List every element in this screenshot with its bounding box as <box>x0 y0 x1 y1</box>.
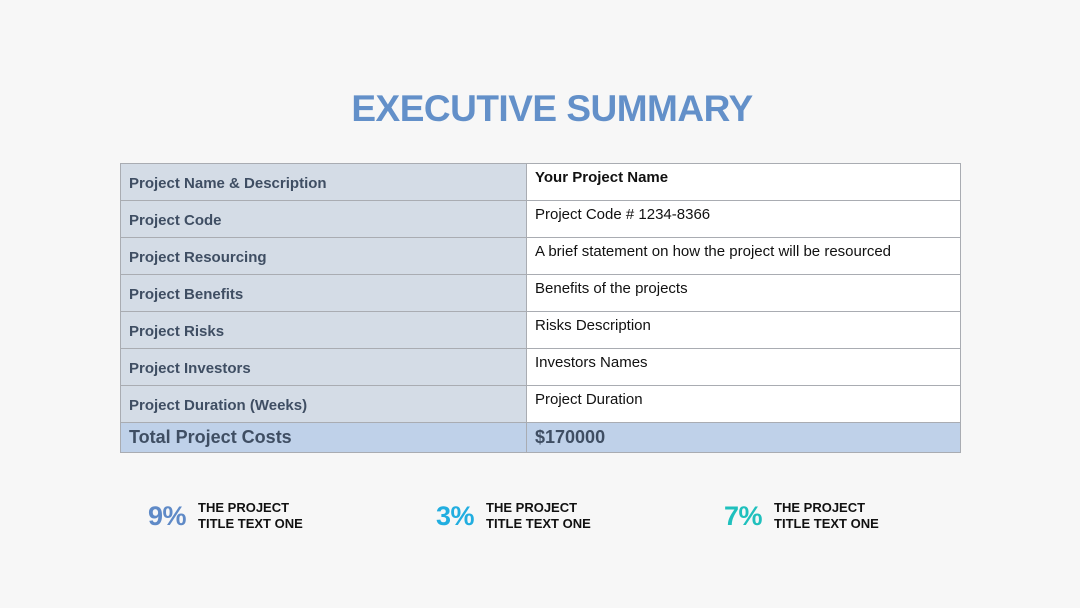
summary-table: Project Name & Description Your Project … <box>120 163 961 453</box>
row-value: A brief statement on how the project wil… <box>526 237 961 275</box>
table-row: Project Resourcing A brief statement on … <box>120 237 961 275</box>
row-value: Project Code # 1234-8366 <box>526 200 961 238</box>
row-value: Risks Description <box>526 311 961 349</box>
stat-percent: 3% <box>436 500 475 531</box>
row-label: Project Investors <box>120 348 527 386</box>
stat-text: THE PROJECT TITLE TEXT ONE <box>486 500 591 531</box>
row-value: Project Duration <box>526 385 961 423</box>
table-row: Project Code Project Code # 1234-8366 <box>120 200 961 238</box>
stat-percent: 7% <box>724 500 763 531</box>
table-row: Project Name & Description Your Project … <box>120 163 961 201</box>
row-label: Project Code <box>120 200 527 238</box>
total-label: Total Project Costs <box>120 422 527 453</box>
row-label: Project Benefits <box>120 274 527 312</box>
row-value: Investors Names <box>526 348 961 386</box>
table-row: Project Benefits Benefits of the project… <box>120 274 961 312</box>
total-row: Total Project Costs $170000 <box>120 422 961 453</box>
total-value: $170000 <box>526 422 961 453</box>
table-row: Project Risks Risks Description <box>120 311 961 349</box>
row-label: Project Resourcing <box>120 237 527 275</box>
row-label: Project Duration (Weeks) <box>120 385 527 423</box>
stat-item: 7% THE PROJECT TITLE TEXT ONE <box>724 500 894 532</box>
stat-text: THE PROJECT TITLE TEXT ONE <box>198 500 303 531</box>
row-value: Benefits of the projects <box>526 274 961 312</box>
row-label: Project Risks <box>120 311 527 349</box>
table-row: Project Investors Investors Names <box>120 348 961 386</box>
row-label: Project Name & Description <box>120 163 527 201</box>
table-row: Project Duration (Weeks) Project Duratio… <box>120 385 961 423</box>
stat-item: 9% THE PROJECT TITLE TEXT ONE <box>148 500 318 532</box>
stat-item: 3% THE PROJECT TITLE TEXT ONE <box>436 500 606 532</box>
page-title: EXECUTIVE SUMMARY <box>351 88 753 129</box>
stat-percent: 9% <box>148 500 187 531</box>
stat-text: THE PROJECT TITLE TEXT ONE <box>774 500 879 531</box>
row-value: Your Project Name <box>526 163 961 201</box>
